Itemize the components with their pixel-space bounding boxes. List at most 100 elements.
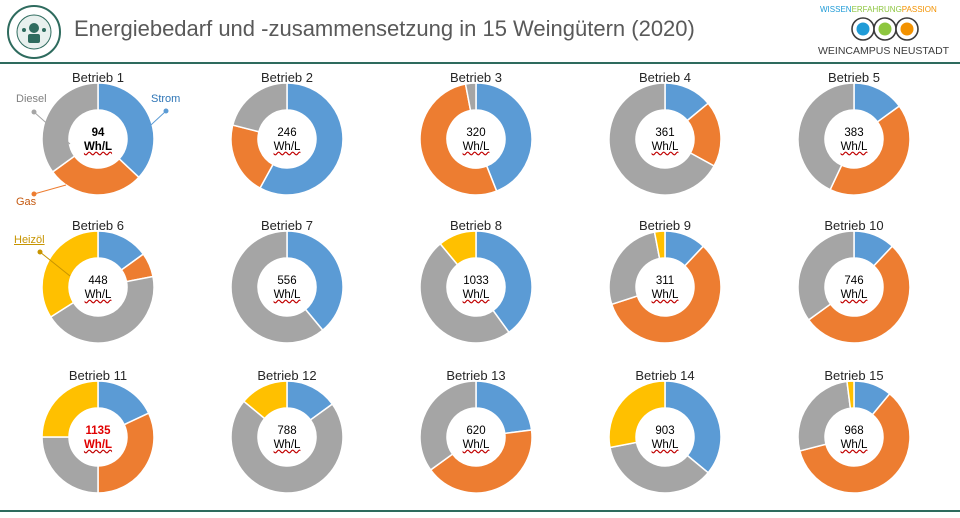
energy-value: 968: [844, 425, 864, 437]
chart-title: Betrieb 9: [638, 218, 692, 233]
energy-value: 620: [466, 425, 486, 437]
donut-hole: [69, 258, 127, 316]
chart-title: Betrieb 6: [71, 218, 125, 233]
page-title: Energiebedarf und -zusammensetzung in 15…: [74, 16, 695, 41]
chart-title: Betrieb 12: [257, 368, 317, 383]
donut-chart-11: Betrieb 11 1135 Wh/L: [8, 362, 188, 510]
donut-svg: [608, 380, 722, 494]
chart-title: Betrieb 7: [260, 218, 314, 233]
donut-chart-1: Betrieb 1 94 Wh/L: [8, 64, 188, 212]
chart-title: Betrieb 1: [71, 70, 125, 85]
energy-value: 94: [91, 127, 105, 139]
donut-hole: [825, 110, 883, 168]
energy-unit: Wh/L: [84, 289, 112, 301]
center-value: 556 Wh/L: [252, 274, 322, 302]
energy-value: 448: [88, 275, 108, 287]
legend-label-diesel: Diesel: [16, 93, 47, 105]
center-value: 383 Wh/L: [819, 126, 889, 154]
slice-strom: [664, 380, 722, 474]
donut-chart-8: Betrieb 8 1033 Wh/L: [386, 212, 566, 360]
donut-chart-7: Betrieb 7 556 Wh/L: [197, 212, 377, 360]
chart-title: Betrieb 8: [449, 218, 503, 233]
donut-svg: [230, 230, 344, 344]
donut-svg: [41, 82, 155, 196]
footer-rule: [0, 510, 960, 512]
logo-tagline: WISSENERFAHRUNGPASSION: [820, 5, 937, 14]
slice-diesel: [230, 230, 324, 344]
energy-unit: Wh/L: [840, 141, 868, 153]
donut-hole: [69, 408, 127, 466]
center-value: 1033 Wh/L: [441, 274, 511, 302]
donut-chart-4: Betrieb 4 361 Wh/L: [575, 64, 755, 212]
energy-unit: Wh/L: [273, 439, 301, 451]
donut-hole: [258, 110, 316, 168]
logo-rings-icon: [851, 17, 919, 41]
donut-chart-3: Betrieb 3 320 Wh/L: [386, 64, 566, 212]
energy-unit: Wh/L: [651, 141, 679, 153]
donut-svg: [797, 380, 911, 494]
donut-svg: [608, 230, 722, 344]
energy-unit: Wh/L: [273, 289, 301, 301]
donut-svg: [230, 380, 344, 494]
donut-hole: [636, 110, 694, 168]
chart-title: Betrieb 4: [638, 70, 692, 85]
energy-unit: Wh/L: [83, 439, 113, 451]
chart-title: Betrieb 14: [635, 368, 695, 383]
center-value: 620 Wh/L: [441, 424, 511, 452]
energy-unit: Wh/L: [273, 141, 301, 153]
energy-unit: Wh/L: [840, 439, 868, 451]
energy-unit: Wh/L: [651, 289, 679, 301]
chart-title: Betrieb 11: [68, 368, 128, 383]
center-value: 94 Wh/L: [63, 126, 133, 154]
donut-svg: [797, 82, 911, 196]
donut-svg: [419, 380, 533, 494]
donut-chart-13: Betrieb 13 620 Wh/L: [386, 362, 566, 510]
center-value: 1135 Wh/L: [63, 424, 133, 452]
slice-heizoel: [439, 230, 477, 266]
center-value: 361 Wh/L: [630, 126, 700, 154]
slice-diesel: [609, 441, 710, 494]
donut-grid: Betrieb 1 94 Wh/L Betrieb 2 246 Wh/L Betrieb 3…: [0, 64, 960, 510]
energy-unit: Wh/L: [840, 289, 868, 301]
energy-value: 788: [277, 425, 297, 437]
energy-value: 361: [655, 127, 675, 139]
energy-value: 903: [655, 425, 675, 437]
donut-svg: [608, 82, 722, 196]
donut-hole: [825, 258, 883, 316]
donut-hole: [636, 408, 694, 466]
experimentierfeld-logo: [7, 5, 61, 59]
donut-chart-9: Betrieb 9 311 Wh/L: [575, 212, 755, 360]
donut-chart-12: Betrieb 12 788 Wh/L: [197, 362, 377, 510]
header-rule: [0, 62, 960, 64]
chart-title: Betrieb 3: [449, 70, 503, 85]
energy-unit: Wh/L: [462, 289, 490, 301]
chart-title: Betrieb 2: [260, 70, 314, 85]
donut-svg: [419, 82, 533, 196]
donut-hole: [69, 110, 127, 168]
donut-hole: [258, 408, 316, 466]
energy-value: 311: [655, 275, 675, 287]
chart-title: Betrieb 5: [827, 70, 881, 85]
energy-value: 1135: [85, 425, 111, 437]
energy-value: 556: [277, 275, 297, 287]
chart-title: Betrieb 13: [446, 368, 506, 383]
donut-hole: [825, 408, 883, 466]
legend-label-heizoel: Heizöl: [14, 234, 45, 246]
donut-chart-5: Betrieb 5 383 Wh/L: [764, 64, 944, 212]
center-value: 788 Wh/L: [252, 424, 322, 452]
donut-svg: [230, 82, 344, 196]
donut-svg: [419, 230, 533, 344]
center-value: 246 Wh/L: [252, 126, 322, 154]
chart-title: Betrieb 10: [824, 218, 884, 233]
center-value: 903 Wh/L: [630, 424, 700, 452]
energy-unit: Wh/L: [462, 141, 490, 153]
donut-hole: [447, 110, 505, 168]
donut-chart-10: Betrieb 10 746 Wh/L: [764, 212, 944, 360]
header: Energiebedarf und -zusammensetzung in 15…: [0, 0, 960, 62]
weincampus-logo: WISSENERFAHRUNGPASSION WEINCAMPUS NEUSTA…: [812, 3, 958, 61]
donut-hole: [258, 258, 316, 316]
center-value: 320 Wh/L: [441, 126, 511, 154]
donut-chart-2: Betrieb 2 246 Wh/L: [197, 64, 377, 212]
energy-unit: Wh/L: [462, 439, 490, 451]
energy-value: 746: [844, 275, 864, 287]
